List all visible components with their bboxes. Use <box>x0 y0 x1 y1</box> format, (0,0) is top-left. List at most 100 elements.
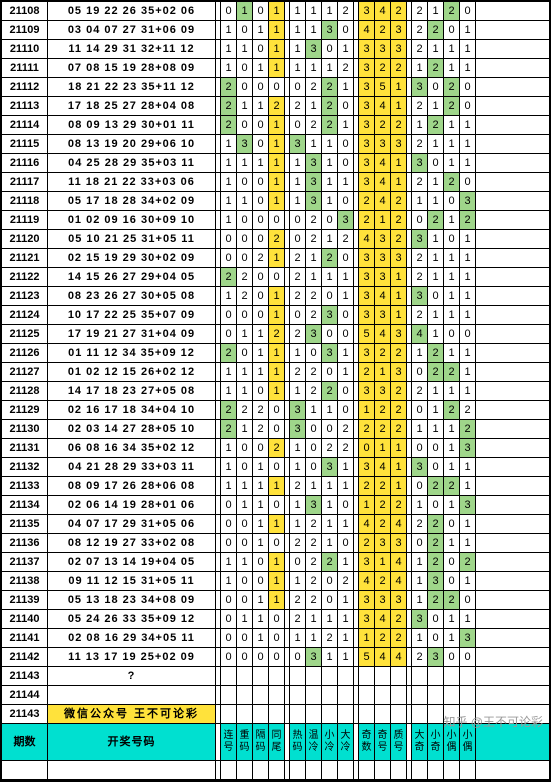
stat-cell: 1 <box>290 192 306 210</box>
stat-cell <box>306 686 322 704</box>
stat-cell: 1 <box>269 553 285 571</box>
table-row: 2111508 13 19 20 29+06 10130131103332111 <box>2 135 549 154</box>
draw-code: 05 10 21 25 31+05 11 <box>48 230 216 248</box>
period-id: 21114 <box>2 116 48 134</box>
stat-cell: 1 <box>221 553 237 571</box>
stat-cell: 2 <box>412 21 428 39</box>
stat-cell: 0 <box>322 420 338 438</box>
stat-cell: 2 <box>290 477 306 495</box>
stat-cell: 1 <box>322 268 338 286</box>
stat-cell <box>269 686 285 704</box>
stat-cell: 1 <box>444 249 460 267</box>
period-id: 21120 <box>2 230 48 248</box>
stat-cell: 3 <box>322 344 338 362</box>
table-row: 21143微信公众号 王不可论彩 <box>2 705 549 724</box>
stat-cell: 1 <box>253 629 269 647</box>
stat-cell: 2 <box>221 401 237 419</box>
stat-cell: 1 <box>428 2 444 20</box>
stat-cell: 0 <box>221 648 237 666</box>
stat-cell: 0 <box>253 116 269 134</box>
stat-cell: 0 <box>237 629 253 647</box>
header-code: 开奖号码 <box>48 724 216 760</box>
stat-cell: 2 <box>221 78 237 96</box>
stat-cell: 3 <box>375 135 391 153</box>
header-stat: 小奇 <box>428 724 444 760</box>
stat-cell: 2 <box>338 572 354 590</box>
stat-cell: 1 <box>237 97 253 115</box>
stat-cell: 1 <box>306 629 322 647</box>
stat-cell: 1 <box>428 192 444 210</box>
stat-cell: 0 <box>237 648 253 666</box>
stat-cell: 1 <box>412 344 428 362</box>
stat-cell: 1 <box>338 287 354 305</box>
stat-cell: 1 <box>269 40 285 58</box>
stat-cell: 4 <box>391 648 407 666</box>
stat-cell: 2 <box>412 173 428 191</box>
stat-cell: 1 <box>338 610 354 628</box>
stat-cell: 2 <box>428 477 444 495</box>
table-row: 2111317 18 25 27 28+04 08211221203412120 <box>2 97 549 116</box>
stat-cell: 0 <box>269 211 285 229</box>
stat-cell: 1 <box>375 439 391 457</box>
table-row: 2112701 02 12 15 26+02 12111122012130221 <box>2 363 549 382</box>
stat-cell: 1 <box>444 382 460 400</box>
stat-cell: 0 <box>338 21 354 39</box>
stat-cell: 2 <box>359 534 375 552</box>
stat-cell: 2 <box>391 116 407 134</box>
stat-cell: 1 <box>460 287 476 305</box>
stat-cell: 0 <box>428 629 444 647</box>
stat-cell: 3 <box>460 629 476 647</box>
stat-cell: 1 <box>253 534 269 552</box>
stat-cell: 1 <box>253 610 269 628</box>
stat-cell: 0 <box>269 401 285 419</box>
period-id: 21138 <box>2 572 48 590</box>
stat-cell: 1 <box>444 59 460 77</box>
stat-cell: 1 <box>269 572 285 590</box>
stat-cell: 4 <box>359 572 375 590</box>
draw-code: 08 09 17 26 28+06 08 <box>48 477 216 495</box>
stat-cell: 1 <box>391 477 407 495</box>
lottery-table: 2110805 19 22 26 35+02 06010111123422120… <box>0 0 551 782</box>
draw-code: 02 15 19 29 30+02 09 <box>48 249 216 267</box>
stat-cell: 1 <box>338 268 354 286</box>
period-id: 21143 <box>2 667 48 685</box>
stat-cell: 3 <box>359 344 375 362</box>
stat-cell: 2 <box>375 420 391 438</box>
stat-cell: 3 <box>375 306 391 324</box>
stat-cell: 0 <box>444 192 460 210</box>
stat-cell: 0 <box>412 477 428 495</box>
stat-cell: 3 <box>460 439 476 457</box>
stat-cell <box>444 705 460 723</box>
stat-cell: 0 <box>322 40 338 58</box>
stat-cell: 2 <box>444 477 460 495</box>
header-row: 期数开奖号码连号重码隔码同尾热码温冷小冷大冷奇数奇号质号大奇小奇小偶小偶 <box>2 724 549 761</box>
stat-cell: 0 <box>460 173 476 191</box>
stat-cell: 1 <box>253 97 269 115</box>
stat-cell: 1 <box>444 344 460 362</box>
header-stat: 奇号 <box>375 724 391 760</box>
stat-cell: 2 <box>322 249 338 267</box>
draw-code: 11 18 21 22 33+03 06 <box>48 173 216 191</box>
stat-cell: 4 <box>375 192 391 210</box>
stat-cell: 2 <box>221 116 237 134</box>
stat-cell: 0 <box>290 553 306 571</box>
stat-cell: 2 <box>412 648 428 666</box>
draw-code: 14 15 26 27 29+04 05 <box>48 268 216 286</box>
stat-cell: 1 <box>444 135 460 153</box>
period-id: 21124 <box>2 306 48 324</box>
stat-cell: 4 <box>359 515 375 533</box>
stat-cell <box>221 686 237 704</box>
stat-cell <box>428 667 444 685</box>
stat-cell: 3 <box>306 154 322 172</box>
draw-code: 05 19 22 26 35+02 06 <box>48 2 216 20</box>
draw-code: 08 13 19 20 29+06 10 <box>48 135 216 153</box>
stat-cell: 1 <box>290 173 306 191</box>
table-row: 2112308 23 26 27 30+05 08120122013413011 <box>2 287 549 306</box>
stat-cell: 0 <box>237 591 253 609</box>
table-row: 2111901 02 09 16 30+09 10100002032120212 <box>2 211 549 230</box>
stat-cell: 1 <box>460 116 476 134</box>
stat-cell: 1 <box>428 97 444 115</box>
stat-cell: 2 <box>221 420 237 438</box>
stat-cell: 2 <box>306 553 322 571</box>
stat-cell: 0 <box>221 591 237 609</box>
